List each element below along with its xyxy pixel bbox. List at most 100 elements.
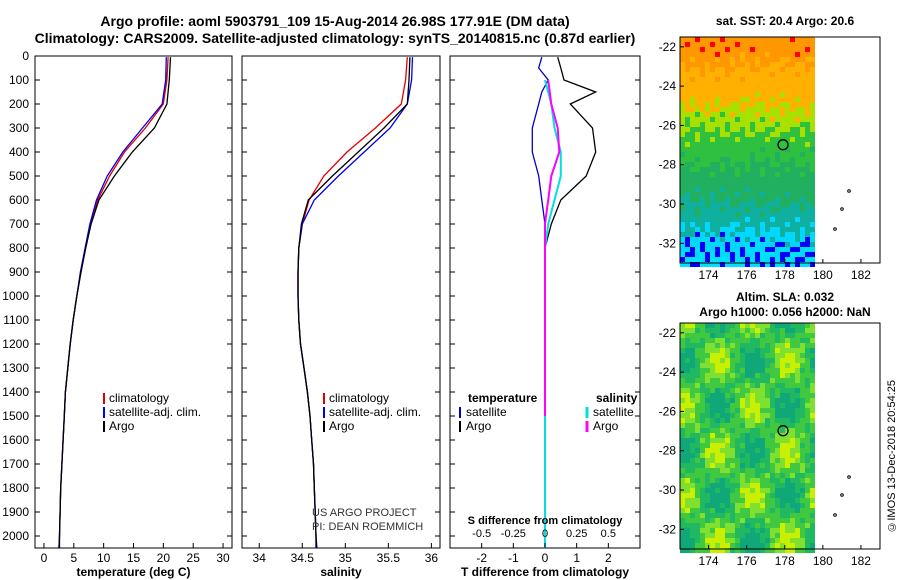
map-cell <box>790 428 795 433</box>
map-cell <box>700 323 705 328</box>
map-cell <box>725 508 730 513</box>
map-cell <box>680 157 685 162</box>
map-cell <box>805 112 810 117</box>
map-cell <box>690 47 695 52</box>
map-cell <box>805 538 810 543</box>
map-cell <box>805 478 810 483</box>
map-cell <box>775 363 780 368</box>
map-cell <box>785 528 790 533</box>
map-cell <box>765 167 770 172</box>
map-cell <box>680 67 685 72</box>
map-cell <box>715 92 720 97</box>
map-cell <box>740 488 745 493</box>
map-cell <box>700 67 705 72</box>
map-cell <box>770 378 775 383</box>
map-cell <box>730 333 735 338</box>
map-cell <box>715 418 720 423</box>
map-cell <box>800 378 805 383</box>
map-cell <box>810 162 815 167</box>
map-cell <box>720 448 725 453</box>
map-cell <box>760 207 765 212</box>
map-cell <box>780 458 785 463</box>
map-cell <box>725 533 730 538</box>
map-cell <box>745 528 750 533</box>
map-cell <box>775 543 780 548</box>
map-cell <box>785 423 790 428</box>
map-cell <box>730 533 735 538</box>
map-cell <box>765 127 770 132</box>
map-cell <box>790 102 795 107</box>
map-cell <box>750 137 755 142</box>
map-cell <box>760 72 765 77</box>
x-axis-label-salinity: salinity <box>320 565 362 579</box>
map-cell <box>795 358 800 363</box>
map-cell <box>770 207 775 212</box>
map-cell <box>810 247 815 252</box>
map-cell <box>695 468 700 473</box>
map-cell <box>705 428 710 433</box>
map-cell <box>800 112 805 117</box>
map-cell <box>725 438 730 443</box>
map-cell <box>745 538 750 543</box>
map-cell <box>780 403 785 408</box>
map-cell <box>690 112 695 117</box>
map-cell <box>730 323 735 328</box>
map-cell <box>680 237 685 242</box>
map-cell <box>715 408 720 413</box>
map-cell <box>785 207 790 212</box>
map-cell <box>755 458 760 463</box>
map-cell <box>705 463 710 468</box>
map-cell <box>780 167 785 172</box>
map-cell <box>700 523 705 528</box>
map-cell <box>710 37 715 42</box>
map-cell <box>800 222 805 227</box>
map-cell <box>795 117 800 122</box>
map-cell <box>805 107 810 112</box>
map-cell <box>765 182 770 187</box>
map-cell <box>740 142 745 147</box>
map-cell <box>690 353 695 358</box>
map-cell <box>690 378 695 383</box>
map-cell <box>795 122 800 127</box>
map-cell <box>685 528 690 533</box>
map-cell <box>690 383 695 388</box>
map-cell <box>750 428 755 433</box>
map-cell <box>740 247 745 252</box>
map-cell <box>795 323 800 328</box>
map-cell <box>775 212 780 217</box>
map-cell <box>705 117 710 122</box>
map-cell <box>775 157 780 162</box>
map-cell <box>735 498 740 503</box>
map-cell <box>755 483 760 488</box>
map-cell <box>745 157 750 162</box>
map-cell <box>745 373 750 378</box>
map-cell <box>695 207 700 212</box>
map-cell <box>805 523 810 528</box>
map-cell <box>765 47 770 52</box>
map-cell <box>770 388 775 393</box>
map-cell <box>805 87 810 92</box>
map-cell <box>755 87 760 92</box>
map-cell <box>790 483 795 488</box>
map-cell <box>755 67 760 72</box>
map-cell <box>715 82 720 87</box>
map-cell <box>785 47 790 52</box>
map-cell <box>720 398 725 403</box>
map-cell <box>705 142 710 147</box>
map-cell <box>805 177 810 182</box>
map-cell <box>765 353 770 358</box>
map-cell <box>685 448 690 453</box>
map-cell <box>810 172 815 177</box>
map-cell <box>800 217 805 222</box>
map-cell <box>685 443 690 448</box>
map-cell <box>795 42 800 47</box>
map-cell <box>730 207 735 212</box>
map-cell <box>745 328 750 333</box>
map-cell <box>765 77 770 82</box>
map-cell <box>680 142 685 147</box>
map-cell <box>795 373 800 378</box>
map-cell <box>685 137 690 142</box>
map-cell <box>795 458 800 463</box>
map-cell <box>810 107 815 112</box>
map-cell <box>730 212 735 217</box>
